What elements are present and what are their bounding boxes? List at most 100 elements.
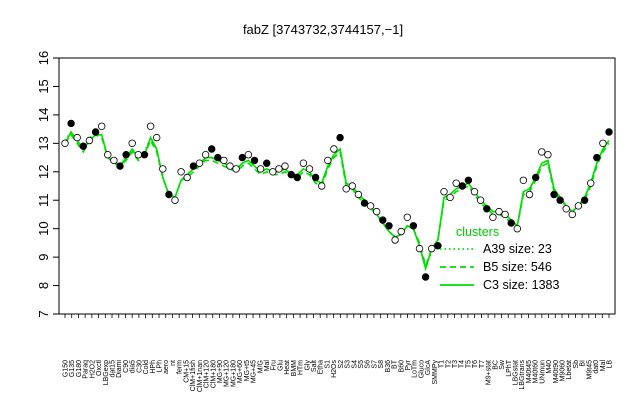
x-tick-label: S5 (358, 360, 365, 369)
data-point (91, 128, 100, 136)
data-point (263, 159, 271, 167)
x-tick-label: Glu (277, 360, 284, 371)
data-point (207, 145, 216, 153)
data-point (550, 190, 558, 199)
x-tick-label: S8 (378, 360, 385, 369)
data-point (415, 244, 424, 253)
x-tick-label: T4 (459, 360, 466, 368)
x-tick-label: S6 (365, 360, 372, 369)
data-point (220, 156, 228, 165)
legend-label: C3 size: 1383 (483, 278, 559, 292)
y-tick-label: 10 (36, 221, 51, 235)
data-point (146, 122, 155, 130)
data-point (171, 196, 179, 204)
data-point (201, 150, 210, 159)
x-tick-label: B60 (398, 360, 405, 373)
data-point (287, 170, 295, 179)
legend-label: A39 size: 23 (483, 242, 552, 256)
x-tick-label: HTm (298, 360, 305, 375)
data-point (293, 173, 301, 182)
x-tick-label: M40t60 (533, 360, 540, 383)
x-tick-label: T1 (439, 360, 446, 368)
x-tick-label: LPh (157, 360, 164, 373)
data-point (244, 150, 253, 159)
x-tick-label: Mal (264, 360, 271, 372)
x-tick-label: ferm (177, 360, 184, 374)
series-lines (64, 130, 610, 272)
data-point (152, 133, 161, 142)
x-tick-label: aero (163, 360, 170, 374)
data-point (605, 128, 613, 136)
data-point (532, 173, 540, 182)
x-tick-label: ClM+120 (204, 360, 211, 388)
x-tick-label: LPhT (506, 359, 513, 376)
x-tick-label: MG+t5 (244, 360, 251, 381)
x-tick-label: T5 (465, 360, 472, 368)
data-point (428, 244, 436, 253)
data-point (140, 150, 149, 159)
data-point (538, 148, 546, 156)
data-point (226, 162, 234, 170)
x-tick-label: S1 (324, 360, 331, 369)
data-point (269, 168, 277, 176)
data-points (61, 119, 613, 281)
x-tick-label: M40t45 (526, 360, 533, 383)
data-point (61, 139, 69, 147)
data-point (128, 139, 136, 147)
x-tick-label: LoTm (412, 360, 419, 378)
data-point (348, 182, 356, 190)
x-tick-label: S4 (351, 360, 358, 369)
x-tick-label: CM+15 (183, 360, 190, 383)
x-tick-label: H2Os (331, 360, 338, 378)
data-point (342, 185, 350, 193)
data-point (67, 119, 75, 128)
x-tick-label: G180 (76, 360, 83, 377)
data-point (587, 179, 595, 187)
y-tick-label: 16 (36, 51, 51, 65)
data-point (440, 187, 448, 196)
x-tick-label: ClM+1fish (190, 360, 197, 391)
data-point (544, 150, 552, 159)
x-tick-label: BC (492, 360, 499, 370)
data-point (562, 205, 570, 213)
data-point (354, 190, 363, 199)
data-point (464, 176, 473, 184)
x-tick-label: SMMPy (432, 360, 439, 385)
x-tick-label: MG+90 (217, 360, 224, 383)
x-tick-label: Fru (271, 360, 278, 371)
legend-title: clusters (456, 225, 499, 239)
data-point (122, 150, 130, 159)
x-tick-label: C30 (136, 360, 143, 373)
y-tick-label: 7 (36, 310, 51, 317)
data-point (385, 222, 393, 230)
x-tick-label: MG+180 (230, 360, 237, 387)
data-point (336, 133, 344, 142)
x-tick-label: BI (580, 360, 587, 367)
x-tick-label: Etha (318, 360, 325, 375)
data-point (250, 156, 259, 165)
x-tick-label: G150 (63, 360, 70, 377)
legend-label: B5 size: 546 (483, 260, 552, 274)
data-point (397, 227, 405, 236)
data-point (434, 241, 442, 250)
y-tick-label: 9 (36, 253, 51, 260)
x-tick-label: Cold (143, 360, 150, 375)
x-tick-label: T2 (445, 360, 452, 368)
x-tick-label: Gluco (418, 360, 425, 378)
data-point (299, 159, 308, 167)
x-tick-label: Oxctl (96, 360, 103, 376)
data-point (403, 213, 411, 221)
data-point (232, 165, 240, 173)
data-point (501, 210, 509, 219)
data-point (238, 153, 246, 162)
x-tick-label: BMM (291, 360, 298, 377)
x-tick-label: M9t45 (586, 360, 593, 380)
data-point (104, 150, 112, 159)
data-point (391, 236, 399, 244)
data-point (409, 222, 418, 230)
x-tick-label: M9060 (559, 360, 566, 382)
x-tick-label: LBGstat (512, 360, 519, 385)
data-point (580, 196, 589, 204)
data-point (593, 153, 601, 162)
